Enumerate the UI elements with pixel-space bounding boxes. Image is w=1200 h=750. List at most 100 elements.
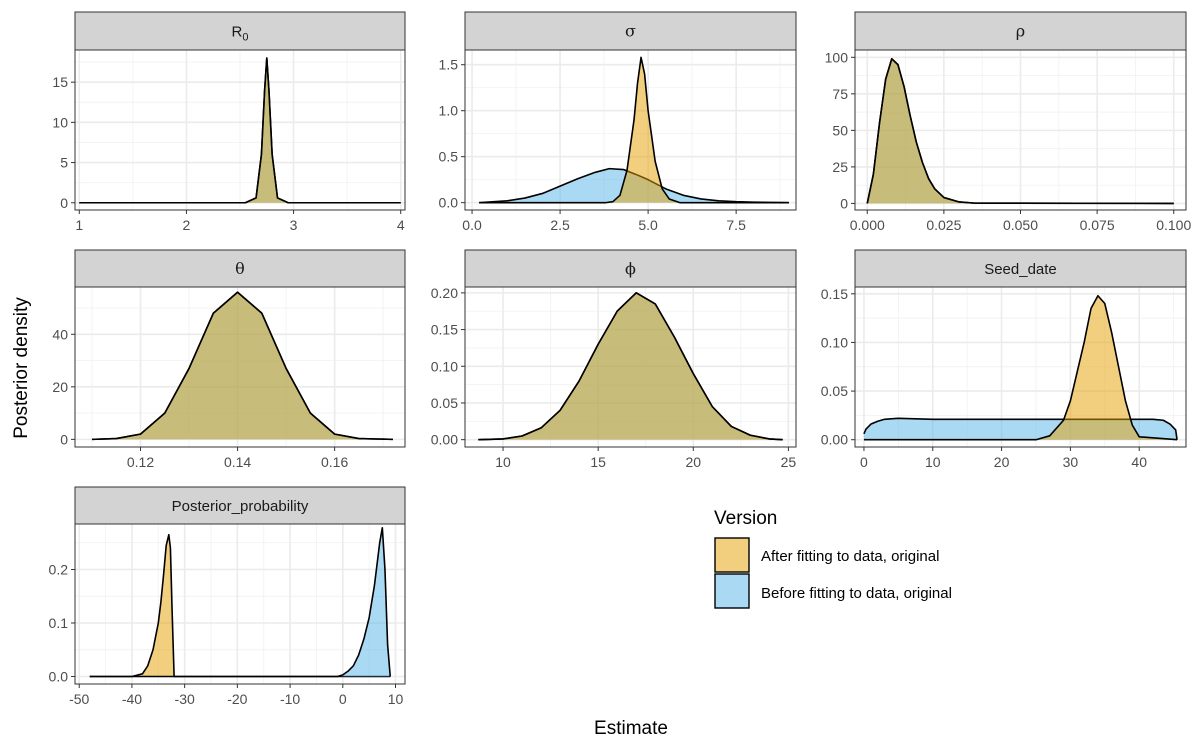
- density-line-after: [479, 56, 789, 204]
- y-tick-label: 0.15: [431, 322, 458, 338]
- x-tick-label: 0.025: [926, 217, 961, 233]
- y-tick-label: 0: [60, 431, 68, 447]
- y-tick-label: 0: [60, 195, 68, 211]
- density-line-after: [89, 533, 391, 678]
- y-tick-label: 0.0: [439, 195, 459, 211]
- x-tick-label: 4: [397, 217, 405, 233]
- x-tick-label: 0: [860, 454, 868, 470]
- density-line-after: [79, 57, 401, 204]
- strip-label-theta: θ: [235, 259, 245, 278]
- x-tick-label: -10: [280, 691, 300, 707]
- density-area-after: [478, 292, 783, 440]
- y-tick-label: 0.20: [431, 285, 458, 301]
- x-tick-label: 15: [590, 454, 606, 470]
- panel-phi: ϕ 10 15 20 25 0.00 0.05 0.10 0.15 0.20: [431, 249, 797, 470]
- panel-background: [75, 524, 405, 684]
- x-tick-label: 25: [781, 454, 797, 470]
- x-tick-label: 10: [925, 454, 941, 470]
- x-tick-label: 0.075: [1080, 217, 1115, 233]
- density-area-after: [867, 58, 1174, 204]
- x-tick-label: 7.5: [726, 217, 746, 233]
- y-tick-label: 10: [52, 114, 68, 130]
- x-tick-label: 0: [339, 691, 347, 707]
- x-tick-label: 3: [290, 217, 298, 233]
- x-tick-label: -50: [69, 691, 89, 707]
- x-tick-label: 20: [685, 454, 701, 470]
- x-tick-label: 1: [75, 217, 83, 233]
- density-area-after: [863, 295, 1178, 440]
- y-tick-label: 0.05: [821, 383, 848, 399]
- strip-postprob: [74, 486, 406, 525]
- strip-theta: [74, 249, 406, 288]
- y-tick-label: 0.10: [821, 334, 848, 350]
- strip-label-postprob: Posterior_probability: [172, 498, 309, 515]
- density-line-before: [863, 417, 1178, 440]
- panel-border: [74, 286, 406, 448]
- y-tick-label: 1.0: [439, 103, 459, 119]
- x-tick-label: 10: [388, 691, 404, 707]
- y-tick-label: 40: [52, 326, 68, 342]
- strip-label-R0: R0: [232, 24, 249, 44]
- strip-seed: [854, 249, 1187, 288]
- panel-border: [854, 286, 1187, 448]
- y-tick-label: 0.00: [821, 432, 848, 448]
- y-tick-label: 0.2: [49, 561, 69, 577]
- strip-label-rho: ρ: [1016, 22, 1025, 41]
- x-tick-label: 0.14: [224, 454, 251, 470]
- panel-border: [74, 49, 406, 211]
- strip-label-seed: Seed_date: [984, 261, 1057, 278]
- x-tick-label: 0.16: [321, 454, 348, 470]
- x-tick-label: 20: [994, 454, 1010, 470]
- x-tick-label: 5.0: [638, 217, 658, 233]
- x-tick-label: 0.0: [462, 217, 482, 233]
- panel-border: [464, 49, 797, 211]
- strip-rho: [854, 11, 1187, 51]
- panel-sigma: σ 0.0 2.5 5.0 7.5 0.0 0.5 1.0 1.5: [439, 11, 797, 233]
- strip-sigma: [464, 11, 797, 51]
- panel-border: [464, 286, 797, 448]
- strip-R0: [74, 11, 406, 51]
- legend-key-before: [714, 573, 750, 609]
- legend-key-after: [714, 537, 750, 573]
- x-tick-label: -40: [122, 691, 142, 707]
- panel-R0: R0 1 2 3 4 0 5 10 15: [52, 11, 406, 233]
- legend-label-before: Before fitting to data, original: [761, 585, 952, 602]
- y-tick-label: 0.15: [821, 286, 848, 302]
- density-line-after: [478, 292, 783, 441]
- x-tick-label: -20: [227, 691, 247, 707]
- x-tick-label: 0.000: [850, 217, 885, 233]
- panel-theta: θ 0.12 0.14 0.16 0 20 40: [52, 249, 406, 470]
- x-tick-label: 0.100: [1156, 217, 1191, 233]
- density-area-before: [89, 527, 391, 677]
- legend-label-after: After fitting to data, original: [761, 548, 939, 565]
- y-tick-label: 25: [832, 159, 848, 175]
- y-tick-label: 0.5: [439, 149, 459, 165]
- density-line-after: [866, 57, 1174, 205]
- y-tick-label: 0: [840, 195, 848, 211]
- strip-label-sigma: σ: [625, 22, 636, 41]
- y-tick-label: 0.10: [431, 358, 458, 374]
- density-line-before: [89, 526, 392, 678]
- x-tick-label: 0.050: [1003, 217, 1038, 233]
- density-area-after: [91, 292, 393, 440]
- y-tick-label: 5: [60, 155, 68, 171]
- x-tick-label: 0.12: [127, 454, 154, 470]
- y-tick-label: 0.1: [49, 615, 69, 631]
- x-tick-label: 40: [1131, 454, 1147, 470]
- y-tick-label: 15: [52, 74, 68, 90]
- legend: Version After fitting to data, original …: [714, 508, 952, 609]
- y-tick-label: 0.0: [49, 669, 69, 685]
- y-axis-title: Posterior density: [11, 297, 32, 439]
- density-line-after: [91, 291, 393, 441]
- x-tick-label: 2.5: [550, 217, 570, 233]
- x-tick-label: 30: [1063, 454, 1079, 470]
- y-tick-label: 1.5: [439, 57, 459, 73]
- y-tick-label: 75: [832, 86, 848, 102]
- x-tick-label: 2: [183, 217, 191, 233]
- x-axis-title: Estimate: [594, 718, 668, 739]
- panel-border: [74, 523, 406, 685]
- y-tick-label: 100: [825, 49, 849, 65]
- density-area-after: [479, 57, 789, 203]
